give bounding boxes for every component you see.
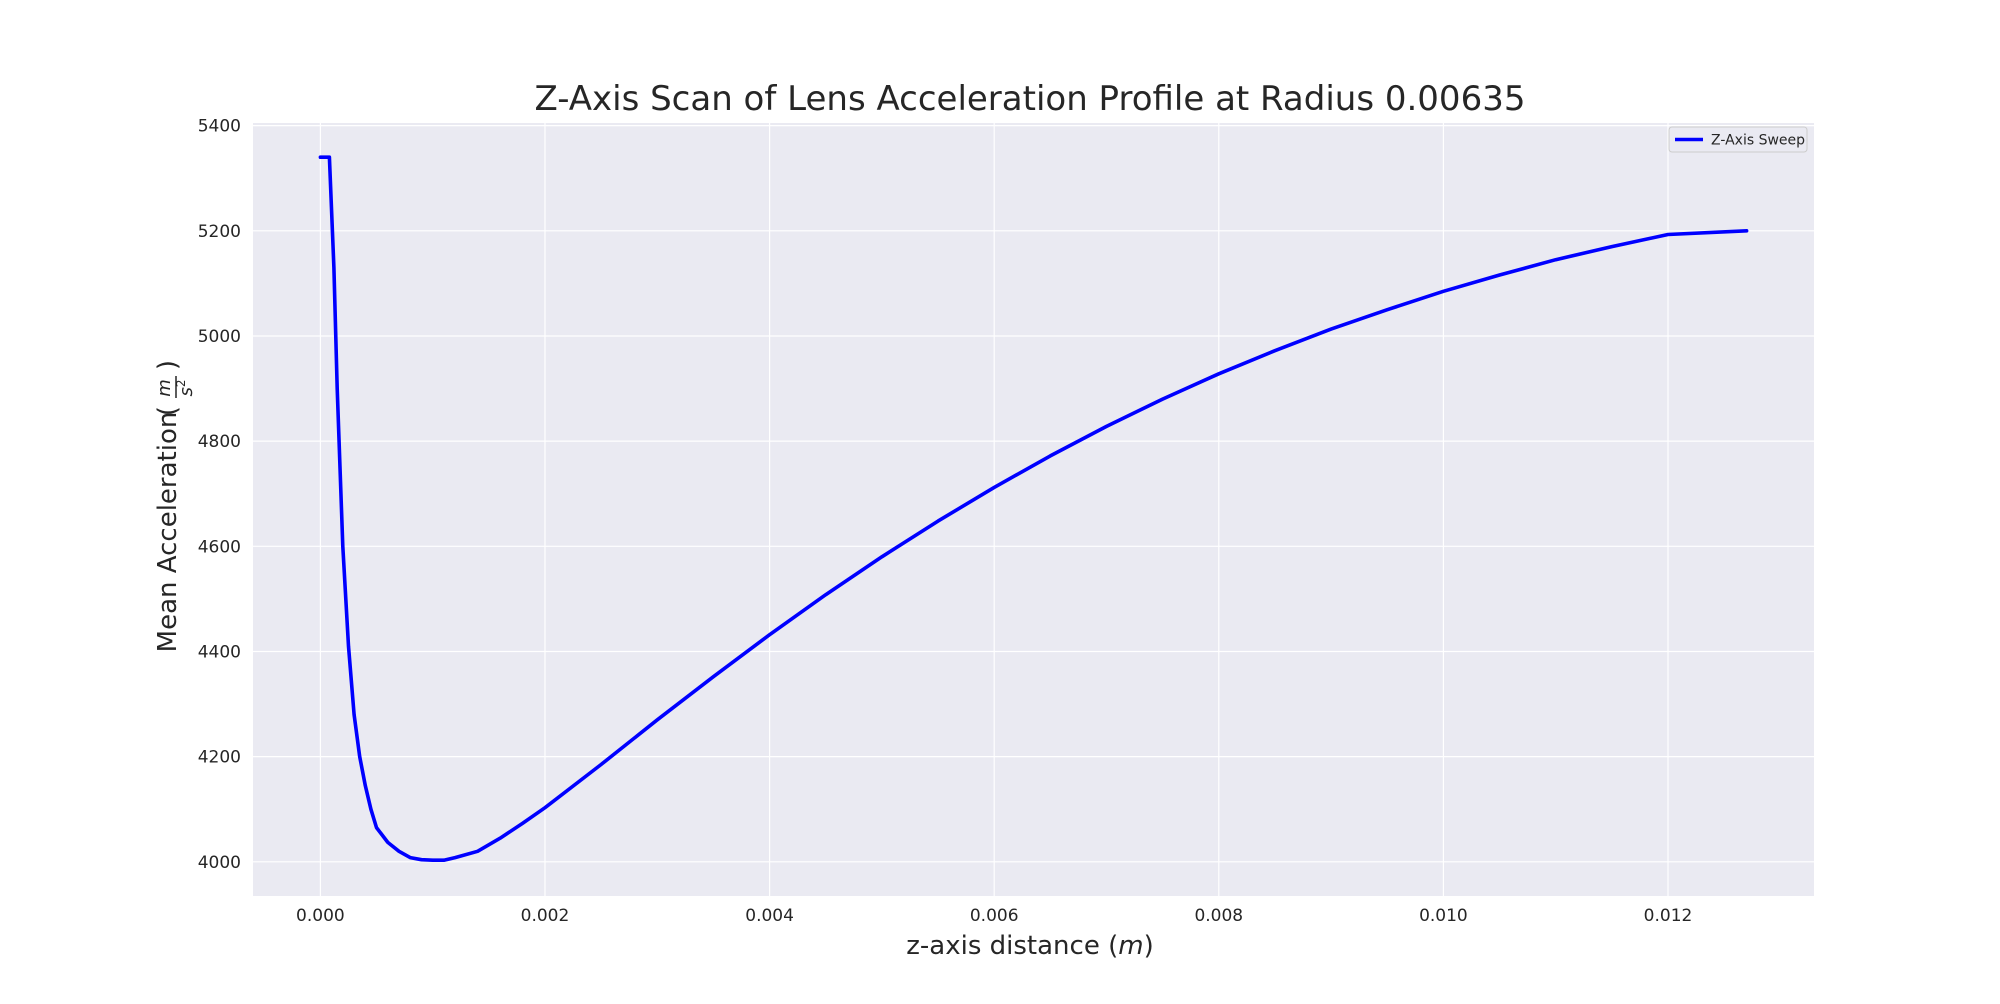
y-axis-label: Mean Acceleration ( m s2 ) [153, 360, 197, 652]
y-tick-label: 4400 [198, 642, 241, 662]
chart-title: Z-Axis Scan of Lens Acceleration Profile… [535, 79, 1526, 119]
x-axis-label-text: z-axis distance [906, 931, 1100, 961]
x-tick-label: 0.004 [745, 906, 794, 926]
y-axis-ticks: 4000 4200 4400 4600 4800 5000 5200 5400 [198, 117, 241, 873]
y-tick-label: 4600 [198, 537, 241, 557]
y-axis-unit-denominator: s2 [174, 379, 197, 396]
x-tick-label: 0.002 [521, 906, 570, 926]
x-tick-label: 0.010 [1419, 906, 1468, 926]
x-tick-label: 0.012 [1644, 906, 1693, 926]
series-layer [318, 155, 1749, 862]
legend-box [1668, 126, 1808, 153]
x-tick-label: 0.008 [1194, 906, 1243, 926]
y-tick-label: 5000 [198, 327, 241, 347]
y-axis-unit-close-paren: ) [153, 360, 183, 370]
y-tick-label: 4000 [198, 853, 241, 873]
series-line [318, 155, 1749, 862]
legend-label: Z-Axis Sweep [1711, 133, 1805, 149]
y-axis-unit-numerator: m [154, 379, 175, 397]
x-tick-label: 0.006 [970, 906, 1019, 926]
y-tick-label: 4800 [198, 432, 241, 452]
y-tick-label: 5200 [198, 222, 241, 242]
x-axis-ticks: 0.000 0.002 0.004 0.006 0.008 0.010 0.012 [296, 906, 1692, 926]
x-axis-unit: m [1118, 931, 1143, 961]
y-axis-unit: ( m s2 ) [153, 360, 197, 416]
y-tick-label: 5400 [198, 117, 241, 137]
y-tick-label: 4200 [198, 748, 241, 768]
y-axis-label-text: Mean Acceleration [153, 412, 183, 653]
x-axis-label: z-axis distance (m) [906, 931, 1153, 961]
x-tick-label: 0.000 [296, 906, 345, 926]
grid [253, 123, 1814, 896]
legend: Z-Axis Sweep [1668, 126, 1808, 153]
y-axis-unit-open-paren: ( [153, 406, 183, 416]
plot-area [253, 123, 1814, 896]
